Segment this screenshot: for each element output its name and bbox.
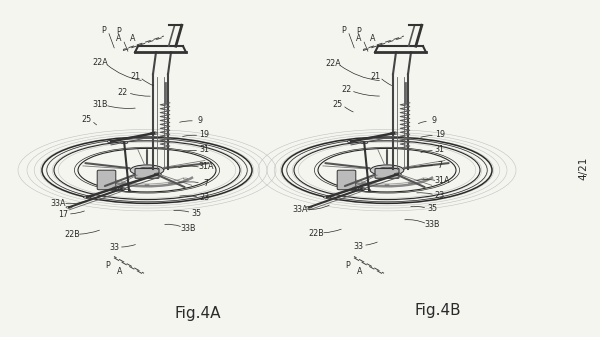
- Text: 33A: 33A: [50, 200, 66, 208]
- Text: 33: 33: [353, 242, 363, 250]
- Text: P: P: [106, 261, 110, 270]
- Text: 23: 23: [199, 193, 209, 202]
- Ellipse shape: [66, 206, 72, 208]
- Text: A: A: [130, 34, 136, 43]
- Text: 23: 23: [435, 191, 445, 200]
- Ellipse shape: [391, 132, 398, 134]
- Ellipse shape: [130, 165, 164, 176]
- Text: 22B: 22B: [308, 229, 324, 238]
- Ellipse shape: [394, 173, 401, 175]
- Text: A: A: [117, 268, 123, 276]
- Text: Fig.4B: Fig.4B: [415, 303, 461, 317]
- Text: 22: 22: [118, 88, 128, 96]
- Ellipse shape: [83, 196, 91, 198]
- Ellipse shape: [124, 189, 131, 191]
- Ellipse shape: [370, 165, 404, 176]
- Text: 22A: 22A: [92, 58, 108, 67]
- Text: A: A: [115, 34, 121, 43]
- Ellipse shape: [378, 167, 396, 173]
- Ellipse shape: [364, 189, 371, 191]
- Text: 21: 21: [370, 72, 380, 81]
- Text: P: P: [101, 26, 106, 35]
- Ellipse shape: [118, 188, 125, 190]
- Text: A: A: [357, 268, 363, 276]
- Text: P: P: [346, 261, 350, 270]
- Ellipse shape: [138, 167, 156, 173]
- Text: 35: 35: [427, 205, 437, 213]
- Text: P: P: [356, 27, 361, 36]
- FancyBboxPatch shape: [375, 168, 399, 178]
- Text: P: P: [116, 27, 121, 36]
- Text: 25: 25: [332, 100, 343, 109]
- Ellipse shape: [361, 142, 368, 144]
- Text: A: A: [355, 34, 361, 43]
- Ellipse shape: [107, 141, 115, 143]
- Text: 35: 35: [191, 209, 201, 218]
- Text: 33B: 33B: [424, 220, 440, 229]
- Text: 7: 7: [437, 161, 442, 170]
- Text: 31: 31: [435, 146, 445, 154]
- Text: 19: 19: [435, 130, 445, 139]
- Text: 22B: 22B: [64, 231, 80, 239]
- Text: 9: 9: [197, 116, 202, 125]
- Text: 33A: 33A: [292, 206, 308, 214]
- Text: 17: 17: [58, 210, 68, 219]
- Text: 31A: 31A: [434, 176, 450, 185]
- Text: 22A: 22A: [325, 59, 341, 67]
- Text: 9: 9: [431, 116, 436, 125]
- Text: 22: 22: [341, 86, 352, 94]
- Ellipse shape: [306, 206, 312, 208]
- Ellipse shape: [154, 173, 161, 175]
- Text: 19: 19: [199, 130, 209, 139]
- Text: P: P: [341, 26, 346, 35]
- Text: 33: 33: [109, 243, 119, 252]
- FancyBboxPatch shape: [337, 170, 356, 190]
- Text: Fig.4A: Fig.4A: [175, 306, 221, 321]
- Text: 21: 21: [130, 72, 140, 81]
- Ellipse shape: [151, 132, 158, 134]
- Text: 7: 7: [203, 179, 208, 188]
- Ellipse shape: [347, 141, 355, 143]
- Text: 33B: 33B: [180, 224, 196, 233]
- FancyBboxPatch shape: [97, 170, 116, 190]
- Ellipse shape: [358, 188, 365, 190]
- Text: 4/21: 4/21: [578, 157, 588, 180]
- Ellipse shape: [121, 142, 128, 144]
- Text: 31B: 31B: [92, 100, 108, 109]
- Text: A: A: [370, 34, 376, 43]
- Ellipse shape: [323, 196, 331, 198]
- Text: 31: 31: [199, 146, 209, 154]
- FancyBboxPatch shape: [135, 168, 159, 178]
- Text: 31A: 31A: [198, 162, 214, 171]
- Text: 25: 25: [82, 115, 92, 124]
